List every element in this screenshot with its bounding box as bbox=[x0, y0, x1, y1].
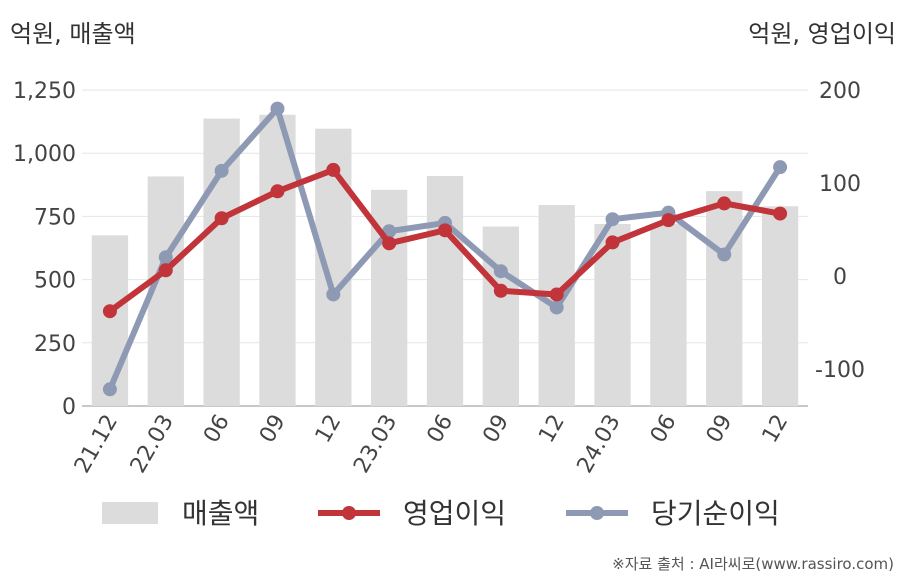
x-tick-label: 21.12 bbox=[70, 411, 123, 478]
revenue-bar bbox=[761, 206, 799, 406]
right-axis-unit: 억원, 영업이익 bbox=[748, 20, 896, 48]
net-income-point bbox=[326, 287, 341, 302]
revenue-bar bbox=[203, 118, 240, 406]
revenue-bar bbox=[650, 223, 687, 406]
x-tick-label: 24.03 bbox=[573, 411, 626, 478]
operating-profit-point bbox=[773, 206, 788, 221]
legend-marker-net-income bbox=[590, 506, 604, 520]
right-y-axis: -100 0 100 200 bbox=[815, 79, 865, 383]
source-note: ※자료 출처 : AI라씨로(www.rassiro.com) bbox=[612, 555, 894, 573]
right-tick-label: -100 bbox=[815, 358, 865, 383]
x-tick-label: 12 bbox=[758, 411, 794, 448]
x-tick-label: 09 bbox=[478, 411, 514, 448]
net-income-point bbox=[717, 247, 732, 262]
x-axis: 21.12 22.03 06 09 12 23.03 06 09 12 24.03 06 09 12 bbox=[70, 411, 793, 478]
net-income-point bbox=[605, 212, 620, 227]
right-tick-label: 100 bbox=[819, 172, 861, 197]
operating-profit-point bbox=[326, 162, 341, 177]
x-tick-label: 22.03 bbox=[126, 411, 179, 478]
left-y-axis: 0 250 500 750 1,000 1,250 bbox=[13, 79, 76, 420]
x-tick-label: 06 bbox=[423, 411, 459, 448]
legend-label-net-income: 당기순이익 bbox=[651, 497, 780, 530]
x-tick-label: 09 bbox=[702, 411, 738, 448]
revenue-bar bbox=[706, 191, 743, 406]
revenue-bar bbox=[259, 114, 296, 406]
left-tick-label: 0 bbox=[62, 395, 76, 420]
left-tick-label: 1,250 bbox=[13, 79, 76, 104]
operating-profit-point bbox=[605, 235, 620, 250]
net-income-point bbox=[773, 160, 788, 175]
legend-marker-operating-profit bbox=[342, 506, 356, 520]
revenue-bar bbox=[91, 235, 129, 406]
x-tick-label: 12 bbox=[311, 411, 347, 448]
left-tick-label: 1,000 bbox=[13, 142, 76, 167]
left-axis-unit: 억원, 매출액 bbox=[10, 20, 136, 48]
operating-profit-point bbox=[214, 211, 229, 226]
net-income-point bbox=[214, 163, 229, 178]
operating-profit-point bbox=[158, 263, 173, 278]
legend-label-revenue: 매출액 bbox=[182, 497, 259, 530]
revenue-bar bbox=[426, 175, 464, 406]
legend-label-operating-profit: 영업이익 bbox=[403, 497, 506, 530]
right-tick-label: 0 bbox=[833, 265, 847, 290]
net-income-point bbox=[493, 264, 508, 279]
x-tick-label: 06 bbox=[646, 411, 682, 448]
x-tick-label: 09 bbox=[255, 411, 291, 448]
x-tick-label: 23.03 bbox=[349, 411, 402, 478]
net-income-point bbox=[158, 250, 173, 265]
operating-profit-point bbox=[549, 287, 564, 302]
right-tick-label: 200 bbox=[819, 79, 861, 104]
net-income-point bbox=[102, 382, 117, 397]
profit-lines bbox=[102, 101, 788, 397]
left-tick-label: 250 bbox=[34, 332, 76, 357]
net-income-point bbox=[270, 101, 285, 116]
x-tick-label: 06 bbox=[199, 411, 235, 448]
net-income-point bbox=[549, 300, 564, 315]
x-tick-label: 12 bbox=[534, 411, 570, 448]
operating-profit-point bbox=[661, 213, 676, 228]
left-tick-label: 500 bbox=[34, 269, 76, 294]
legend: 매출액 영업이익 당기순이익 bbox=[102, 497, 780, 530]
revenue-bars bbox=[91, 114, 799, 406]
revenue-bar bbox=[482, 226, 519, 406]
operating-profit-point bbox=[438, 223, 452, 238]
operating-profit-point bbox=[717, 196, 732, 211]
operating-profit-point bbox=[382, 236, 397, 251]
legend-swatch-revenue bbox=[102, 502, 158, 524]
operating-profit-point bbox=[493, 283, 508, 298]
operating-profit-point bbox=[102, 304, 117, 319]
left-tick-label: 750 bbox=[34, 205, 76, 230]
operating-profit-point bbox=[270, 184, 285, 199]
